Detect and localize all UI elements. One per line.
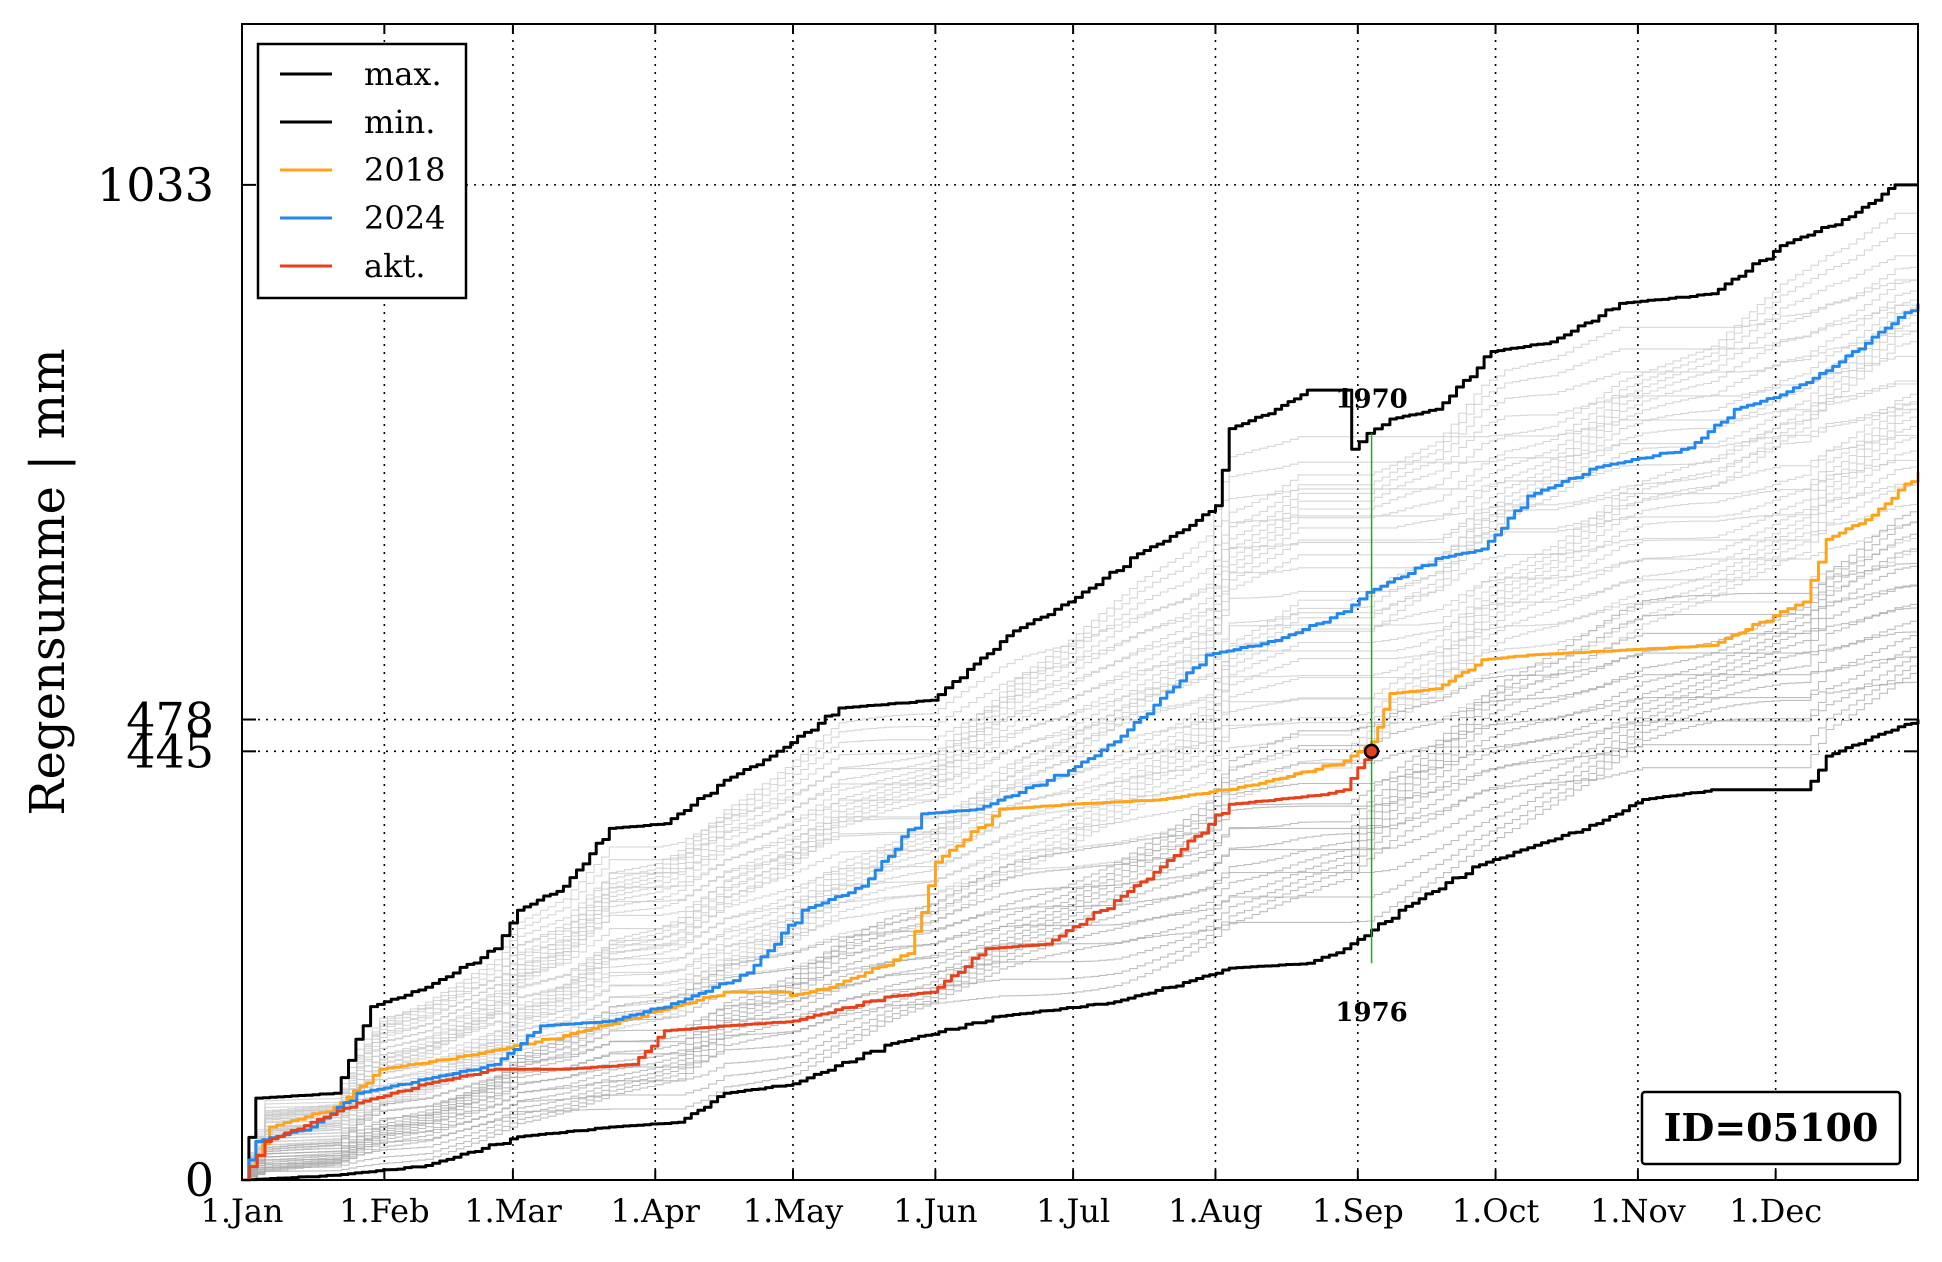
legend-label: min. — [364, 103, 435, 141]
historical-year-line — [242, 409, 1918, 1181]
historical-year-line — [242, 304, 1918, 1181]
x-tick-label: 1.Dec — [1729, 1192, 1822, 1230]
station-id-box: ID=05100 — [1640, 1090, 1902, 1166]
series-line-akt — [242, 751, 1374, 1182]
historical-year-line — [242, 507, 1919, 1181]
historical-year-line — [242, 521, 1919, 1181]
series-line-2024 — [242, 303, 1920, 1182]
x-tick-label: 1.Aug — [1168, 1192, 1263, 1230]
series-lines — [242, 183, 1920, 1182]
series-line-min — [242, 719, 1920, 1182]
historical-year-line — [242, 405, 1919, 1181]
y-tick-label: 1033 — [97, 158, 214, 212]
station-id-label: ID=05100 — [1664, 1105, 1879, 1150]
historical-year-line — [242, 448, 1919, 1181]
historical-year-line — [242, 483, 1919, 1181]
historical-year-line — [242, 643, 1919, 1181]
x-tick-label: 1.Mar — [464, 1192, 562, 1230]
historical-year-line — [242, 312, 1919, 1181]
current-value-marker — [1363, 743, 1380, 760]
x-tick-label: 1.Apr — [611, 1192, 701, 1230]
station-id-frame — [1640, 1090, 1902, 1166]
plot-frame — [241, 23, 1919, 1181]
x-tick-label: 1.Sep — [1312, 1192, 1404, 1230]
historical-year-line — [242, 652, 1919, 1181]
x-tick-label: 1.Feb — [339, 1192, 429, 1230]
year-annotation: 1976 — [1335, 998, 1407, 1028]
x-axis-labels: 1.Jan 1.Feb 1.Mar 1.Apr 1.May 1.Jun 1.Jul 1.Aug… — [200, 1192, 1822, 1230]
series-line-max — [242, 183, 1918, 1182]
historical-year-line — [242, 297, 1919, 1181]
historical-year-line — [242, 383, 1918, 1181]
annotations: 1970 1976 — [1335, 384, 1407, 1027]
legend-label: 2018 — [364, 151, 445, 189]
series-line-2018 — [242, 471, 1920, 1182]
y-tick-label: 478 — [126, 693, 214, 747]
x-tick-label: 1.Oct — [1452, 1192, 1540, 1230]
tick-marks — [241, 24, 1918, 1181]
historical-year-line — [242, 266, 1919, 1181]
x-tick-label: 1.Jul — [1036, 1192, 1110, 1230]
historical-year-line — [242, 607, 1919, 1181]
historical-year-line — [242, 618, 1919, 1181]
legend-label: 2024 — [364, 199, 445, 237]
y-tick-label: 0 — [185, 1153, 214, 1207]
historical-year-line — [242, 423, 1919, 1181]
year-annotation: 1970 — [1335, 384, 1407, 414]
legend-label: akt. — [364, 247, 426, 285]
x-tick-label: 1.May — [743, 1192, 843, 1230]
x-tick-label: 1.Nov — [1590, 1192, 1686, 1230]
historical-year-line — [242, 602, 1919, 1181]
y-tick-label: 445 — [126, 724, 214, 778]
legend-label: max. — [364, 55, 442, 93]
legend: max. min. 2018 2024 akt. — [256, 42, 468, 300]
historical-year-line — [242, 397, 1919, 1181]
y-axis-label: Regensumme | mm — [20, 348, 76, 815]
historical-year-line — [242, 583, 1919, 1181]
x-tick-label: 1.Jan — [200, 1192, 283, 1230]
x-tick-label: 1.Jun — [893, 1192, 978, 1230]
historical-year-line — [242, 212, 1918, 1181]
historical-year-line — [242, 304, 1919, 1181]
historical-year-line — [242, 278, 1919, 1181]
